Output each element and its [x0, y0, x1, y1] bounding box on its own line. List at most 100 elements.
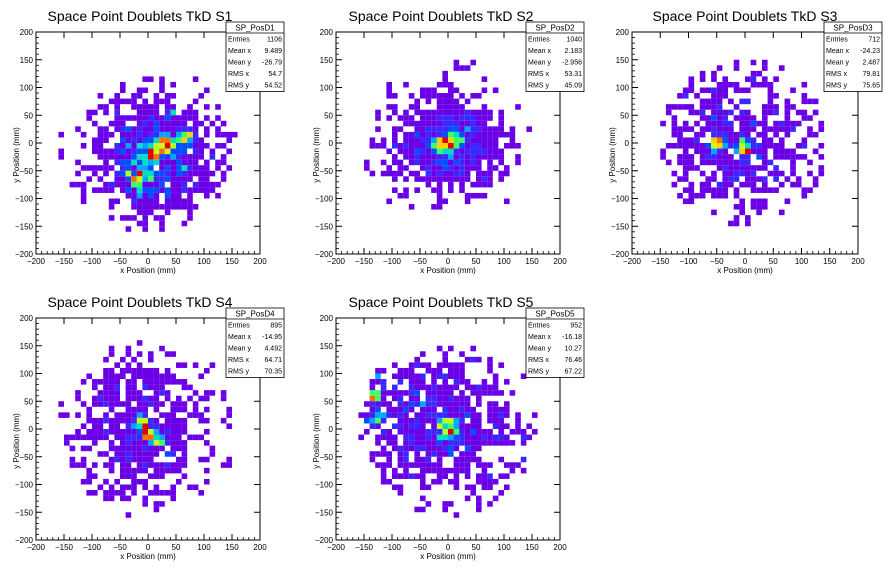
histogram-bin	[131, 126, 137, 132]
histogram-bin	[369, 406, 376, 413]
histogram-bin	[170, 423, 176, 429]
histogram-bin	[464, 120, 471, 127]
histogram-bin	[448, 104, 454, 110]
histogram-bin	[750, 148, 757, 155]
histogram-bin	[125, 390, 132, 396]
histogram-bin	[795, 154, 802, 160]
x-tick-label: 0	[446, 543, 451, 552]
histogram-bin	[733, 220, 740, 227]
histogram-bin	[392, 473, 398, 479]
histogram-bin	[790, 159, 796, 166]
histogram-bin	[75, 126, 81, 132]
histogram-bin	[431, 417, 437, 424]
histogram-bin	[97, 401, 104, 407]
x-tick-label: 0	[146, 257, 151, 266]
histogram-bin	[459, 181, 465, 188]
histogram-bin	[369, 451, 376, 457]
histogram-bin	[660, 148, 666, 155]
histogram-bin	[92, 137, 98, 143]
histogram-bin	[515, 104, 521, 110]
stats-value: -14.95	[262, 334, 282, 341]
histogram-bin	[92, 401, 98, 407]
histogram-bin	[131, 412, 137, 418]
histogram-bin	[431, 423, 437, 429]
histogram-bin	[164, 351, 171, 357]
histogram-bin	[209, 154, 216, 160]
histogram-bin	[442, 165, 448, 171]
histogram-bin	[176, 204, 182, 210]
histogram-bin	[728, 131, 734, 138]
histogram-bin	[176, 131, 182, 138]
histogram-bin	[459, 440, 465, 446]
histogram-bin	[142, 143, 148, 149]
histogram-bin	[459, 104, 465, 110]
histogram-bin	[408, 362, 415, 368]
histogram-bin	[142, 501, 148, 507]
histogram-bin	[705, 176, 712, 182]
histogram-bin	[392, 467, 398, 474]
stats-box-frame	[823, 21, 883, 92]
histogram-bin	[414, 456, 420, 463]
histogram-bin	[801, 93, 808, 99]
stats-value: 9.489	[264, 48, 282, 55]
histogram-bin	[75, 434, 81, 441]
histogram-bin	[745, 76, 751, 82]
histogram-bin	[442, 159, 448, 166]
histogram-bins	[660, 59, 825, 227]
histogram-bin	[164, 440, 171, 446]
histogram-bin	[773, 104, 779, 110]
histogram-bin	[442, 120, 448, 127]
histogram-bin	[181, 362, 188, 368]
histogram-bin	[728, 143, 734, 149]
histogram-bin	[728, 109, 734, 116]
histogram-bin	[431, 445, 437, 452]
histogram-bin	[403, 109, 409, 116]
histogram-bin	[716, 143, 723, 149]
histogram-bin	[448, 423, 454, 429]
histogram-bin	[131, 440, 137, 446]
histogram-bin	[164, 467, 171, 474]
histogram-bin	[209, 362, 216, 368]
histogram-bin	[795, 109, 802, 116]
histogram-bin	[136, 143, 143, 149]
histogram-bin	[369, 417, 376, 424]
histogram-bin	[148, 356, 154, 363]
stats-label: RMS x	[528, 357, 550, 364]
histogram-bin	[125, 417, 132, 424]
histogram-bin	[181, 137, 188, 143]
histogram-bin	[722, 181, 729, 188]
y-axis-label: y Position (mm)	[12, 413, 21, 469]
histogram-bin	[386, 115, 392, 121]
histogram-bin	[131, 198, 137, 205]
histogram-bin	[148, 176, 154, 182]
histogram-bin	[120, 181, 126, 188]
histogram-bin	[176, 429, 182, 435]
histogram-bin	[464, 148, 471, 155]
histogram-bin	[476, 154, 482, 160]
histogram-bin	[159, 165, 165, 171]
histogram-bin	[504, 462, 510, 468]
histogram-bin	[142, 137, 148, 143]
histogram-bin	[226, 412, 232, 418]
histogram-bin	[380, 159, 387, 166]
histogram-bin	[176, 467, 182, 474]
histogram-bin	[448, 148, 454, 155]
y-tick-label: −200	[315, 536, 334, 545]
histogram-bin	[699, 131, 706, 138]
y-tick-label: −200	[15, 536, 34, 545]
histogram-bin	[699, 154, 706, 160]
histogram-bin	[750, 143, 757, 149]
histogram-bin	[492, 126, 499, 132]
histogram-bin	[436, 81, 443, 88]
histogram-bin	[801, 115, 808, 121]
histogram-bin	[142, 154, 148, 160]
histogram-bin	[408, 440, 415, 446]
histogram-bin	[818, 170, 825, 177]
histogram-bin	[181, 131, 188, 138]
histogram-bin	[504, 434, 510, 441]
histogram-bin	[120, 143, 126, 149]
stats-value: 2.183	[564, 48, 582, 55]
histogram-bin	[448, 395, 454, 402]
histogram-bin	[431, 462, 437, 468]
